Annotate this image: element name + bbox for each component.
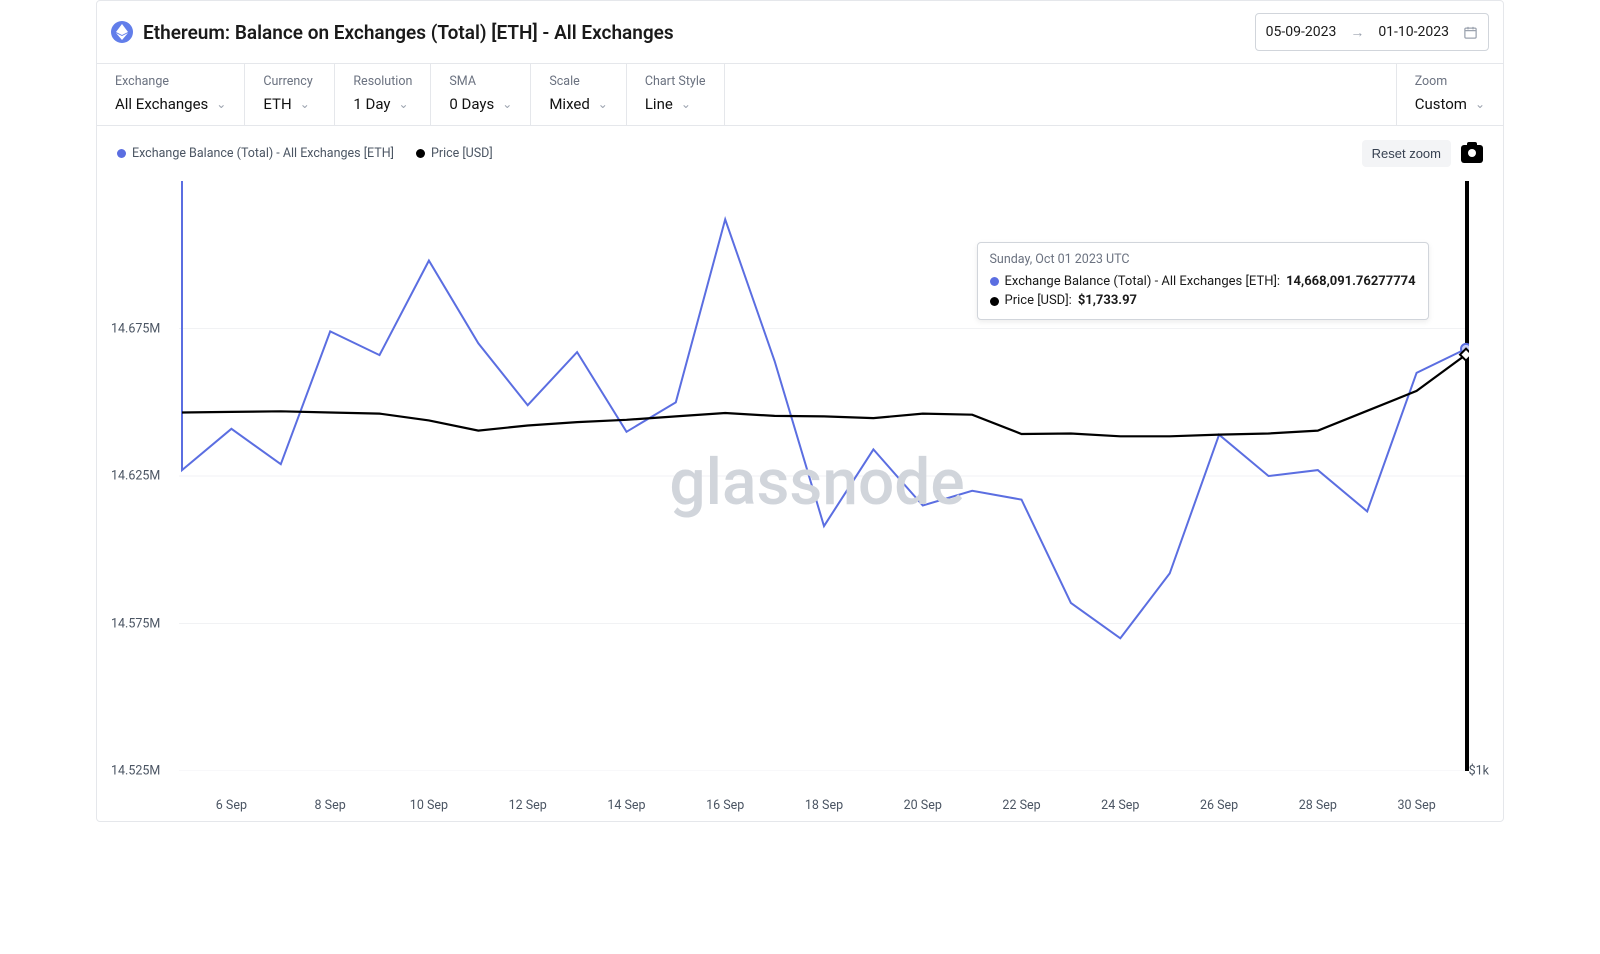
legend-dot-icon — [416, 149, 425, 158]
chart-tooltip: Sunday, Oct 01 2023 UTC Exchange Balance… — [977, 242, 1429, 320]
filter-value: 1 Day ⌄ — [353, 95, 412, 113]
date-from: 05-09-2023 — [1266, 24, 1337, 40]
tooltip-label: Price [USD]: — [1005, 291, 1072, 311]
tooltip-row-balance: Exchange Balance (Total) - All Exchanges… — [990, 272, 1416, 292]
tooltip-date: Sunday, Oct 01 2023 UTC — [990, 251, 1416, 270]
filter-value: 0 Days ⌄ — [449, 95, 512, 113]
x-tick-label: 20 Sep — [904, 798, 942, 813]
tooltip-row-price: Price [USD]: $1,733.97 — [990, 291, 1416, 311]
page-title: Ethereum: Balance on Exchanges (Total) [… — [143, 21, 674, 44]
legend-dot-icon — [117, 149, 126, 158]
tooltip-label: Exchange Balance (Total) - All Exchanges… — [1005, 272, 1281, 292]
chevron-down-icon: ⌄ — [681, 97, 691, 111]
plot[interactable]: glassnode 14.525M14.575M14.625M14.675M 6… — [179, 181, 1455, 791]
filter-resolution[interactable]: Resolution 1 Day ⌄ — [335, 64, 431, 125]
title-wrap: Ethereum: Balance on Exchanges (Total) [… — [111, 21, 674, 44]
legend-item-price[interactable]: Price [USD] — [416, 146, 493, 161]
tooltip-value: $1,733.97 — [1078, 291, 1137, 311]
legend-row: Exchange Balance (Total) - All Exchanges… — [109, 140, 1491, 173]
filter-label: SMA — [449, 74, 512, 89]
filter-bar: Exchange All Exchanges ⌄ Currency ETH ⌄ … — [97, 64, 1503, 126]
filter-currency[interactable]: Currency ETH ⌄ — [245, 64, 335, 125]
ethereum-icon — [111, 21, 133, 43]
filter-value: Mixed ⌄ — [549, 95, 608, 113]
filter-label: Currency — [263, 74, 316, 89]
chevron-down-icon: ⌄ — [1475, 97, 1485, 111]
filter-label: Resolution — [353, 74, 412, 89]
filter-spacer — [725, 64, 1396, 125]
x-tick-label: 8 Sep — [315, 798, 346, 813]
y-tick-label: 14.625M — [111, 469, 160, 484]
x-tick-label: 16 Sep — [706, 798, 744, 813]
y-tick-label: 14.575M — [111, 616, 160, 631]
chart-area: Exchange Balance (Total) - All Exchanges… — [97, 126, 1503, 821]
y-tick-label: 14.525M — [111, 764, 160, 779]
legend-dot-icon — [990, 277, 999, 286]
x-tick-label: 18 Sep — [805, 798, 843, 813]
calendar-icon — [1463, 25, 1478, 40]
legend-label: Exchange Balance (Total) - All Exchanges… — [132, 146, 394, 161]
tooltip-value: 14,668,091.76277774 — [1286, 272, 1416, 292]
chevron-down-icon: ⌄ — [399, 97, 409, 111]
x-tick-label: 10 Sep — [410, 798, 448, 813]
chart-actions: Reset zoom — [1362, 140, 1483, 167]
legend-label: Price [USD] — [431, 146, 493, 161]
filter-chart-style[interactable]: Chart Style Line ⌄ — [627, 64, 725, 125]
filter-scale[interactable]: Scale Mixed ⌄ — [531, 64, 627, 125]
chevron-down-icon: ⌄ — [502, 97, 512, 111]
x-tick-label: 22 Sep — [1002, 798, 1040, 813]
date-to: 01-10-2023 — [1378, 24, 1449, 40]
filter-exchange[interactable]: Exchange All Exchanges ⌄ — [97, 64, 245, 125]
x-tick-label: 14 Sep — [607, 798, 645, 813]
filter-value: Line ⌄ — [645, 95, 706, 113]
filter-label: Chart Style — [645, 74, 706, 89]
legend: Exchange Balance (Total) - All Exchanges… — [117, 146, 493, 161]
camera-icon[interactable] — [1461, 145, 1483, 163]
legend-dot-icon — [990, 297, 999, 306]
y-tick-label: 14.675M — [111, 321, 160, 336]
filter-value: All Exchanges ⌄ — [115, 95, 226, 113]
x-tick-label: 24 Sep — [1101, 798, 1139, 813]
x-tick-label: 30 Sep — [1397, 798, 1435, 813]
chevron-down-icon: ⌄ — [216, 97, 226, 111]
x-tick-label: 28 Sep — [1299, 798, 1337, 813]
chevron-down-icon: ⌄ — [598, 97, 608, 111]
header-bar: Ethereum: Balance on Exchanges (Total) [… — [97, 1, 1503, 64]
filter-label: Zoom — [1415, 74, 1485, 89]
legend-item-balance[interactable]: Exchange Balance (Total) - All Exchanges… — [117, 146, 394, 161]
filter-value: ETH ⌄ — [263, 95, 316, 113]
x-tick-label: 26 Sep — [1200, 798, 1238, 813]
arrow-right-icon: → — [1350, 24, 1364, 41]
x-tick-label: 6 Sep — [216, 798, 247, 813]
date-range-picker[interactable]: 05-09-2023 → 01-10-2023 — [1255, 13, 1489, 51]
filter-sma[interactable]: SMA 0 Days ⌄ — [431, 64, 531, 125]
x-tick-label: 12 Sep — [509, 798, 547, 813]
filter-label: Exchange — [115, 74, 226, 89]
filter-value: Custom ⌄ — [1415, 95, 1485, 113]
chevron-down-icon: ⌄ — [300, 97, 310, 111]
filter-zoom[interactable]: Zoom Custom ⌄ — [1396, 64, 1503, 125]
filter-label: Scale — [549, 74, 608, 89]
reset-zoom-button[interactable]: Reset zoom — [1362, 140, 1451, 167]
dashboard-frame: Ethereum: Balance on Exchanges (Total) [… — [96, 0, 1504, 822]
y-right-label: $1k — [1469, 764, 1489, 779]
